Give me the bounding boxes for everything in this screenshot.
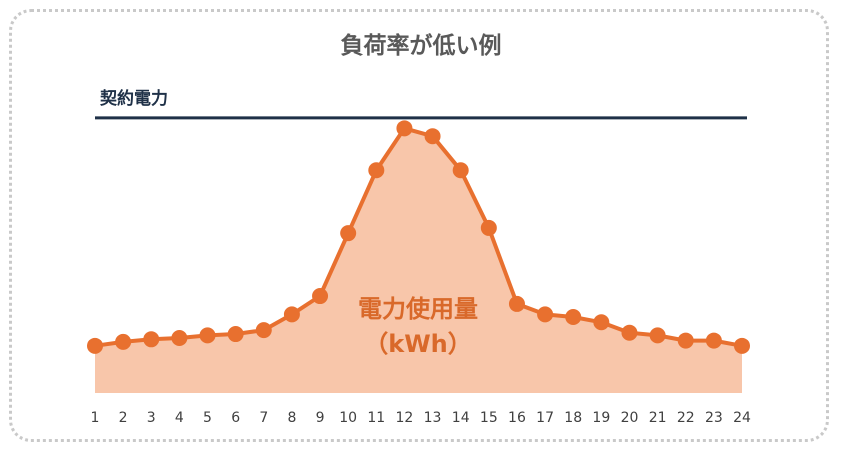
contract-power-label: 契約電力 — [99, 88, 168, 109]
data-point-16 — [508, 295, 525, 312]
x-tick-label: 15 — [480, 410, 498, 426]
chart-title: 負荷率が低い例 — [340, 33, 502, 59]
data-point-4 — [171, 329, 188, 346]
x-tick-label: 10 — [339, 410, 357, 426]
data-point-18 — [565, 309, 582, 326]
x-axis-ticks: 1 2 3 4 5 6 7 8 9 10 11 12 13 14 15 16 17 18 19 20 21 22 23 24 — [91, 410, 751, 426]
data-point-8 — [283, 306, 300, 323]
x-tick-label: 23 — [705, 410, 723, 426]
x-tick-label: 5 — [203, 410, 212, 426]
data-point-15 — [480, 219, 497, 236]
x-tick-label: 7 — [259, 410, 268, 426]
x-tick-label: 17 — [536, 410, 554, 426]
x-tick-label: 20 — [621, 410, 639, 426]
usage-label-line2: （kWh） — [364, 330, 472, 358]
x-tick-label: 8 — [287, 410, 296, 426]
data-point-9 — [312, 288, 329, 305]
data-point-12 — [396, 120, 413, 137]
data-point-13 — [424, 128, 441, 145]
data-point-23 — [705, 332, 722, 349]
data-point-3 — [143, 331, 160, 348]
x-tick-label: 16 — [508, 410, 526, 426]
usage-area — [95, 128, 742, 394]
data-point-19 — [593, 314, 610, 331]
x-tick-label: 11 — [367, 410, 385, 426]
usage-label-line1: 電力使用量 — [358, 295, 478, 323]
x-tick-label: 2 — [119, 410, 128, 426]
x-tick-label: 9 — [316, 410, 325, 426]
x-tick-label: 21 — [649, 410, 667, 426]
chart-frame — [9, 9, 829, 442]
data-point-21 — [649, 327, 666, 344]
x-tick-label: 24 — [733, 410, 751, 426]
data-point-14 — [452, 162, 469, 179]
x-tick-label: 3 — [147, 410, 156, 426]
data-point-7 — [255, 322, 272, 339]
x-tick-label: 18 — [564, 410, 582, 426]
x-tick-label: 6 — [231, 410, 240, 426]
data-point-1 — [87, 337, 103, 354]
data-point-6 — [227, 326, 244, 343]
x-tick-label: 12 — [396, 410, 414, 426]
data-point-5 — [199, 327, 216, 344]
x-tick-label: 19 — [592, 410, 610, 426]
data-point-22 — [677, 332, 694, 349]
data-point-24 — [734, 337, 750, 354]
x-tick-label: 1 — [91, 410, 100, 426]
x-tick-label: 22 — [677, 410, 695, 426]
data-point-10 — [340, 225, 357, 242]
x-tick-label: 4 — [175, 410, 184, 426]
usage-points — [87, 120, 750, 354]
data-point-20 — [621, 324, 638, 341]
data-point-2 — [115, 333, 132, 350]
data-point-11 — [368, 162, 385, 179]
x-tick-label: 13 — [424, 410, 442, 426]
x-tick-label: 14 — [452, 410, 470, 426]
data-point-17 — [537, 306, 554, 323]
